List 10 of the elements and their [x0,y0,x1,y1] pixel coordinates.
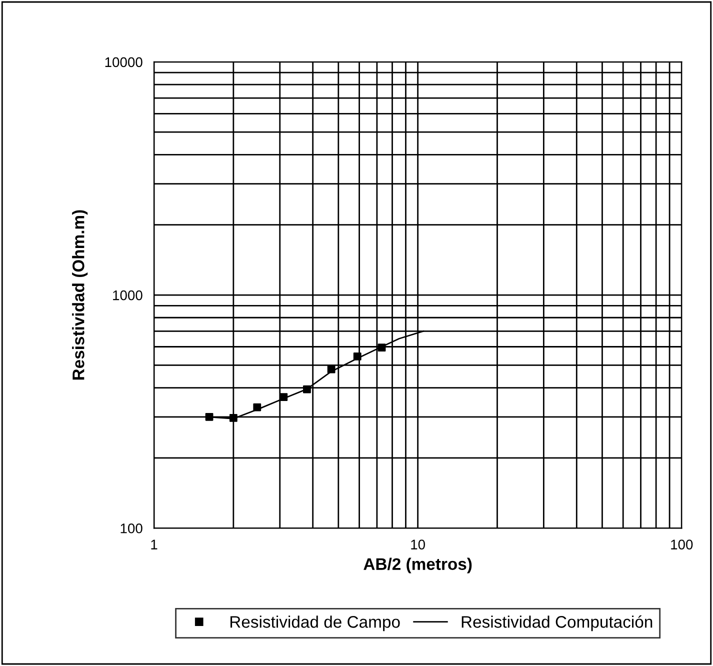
legend-label: Resistividad de Campo [230,616,400,632]
x-tick-label: 1 [151,540,158,550]
x-tick-label: 100 [671,540,693,550]
y-tick-label: 100 [120,523,142,534]
y-tick-label: 10000 [105,57,142,68]
x-axis-title: AB/2 (metros) [364,558,472,574]
x-tick-label: 10 [411,540,425,550]
legend-label: Resistividad Computación [462,615,652,632]
y-axis-title: Resistividad (Ohm.m) [72,210,88,380]
y-tick-label: 1000 [113,290,142,300]
